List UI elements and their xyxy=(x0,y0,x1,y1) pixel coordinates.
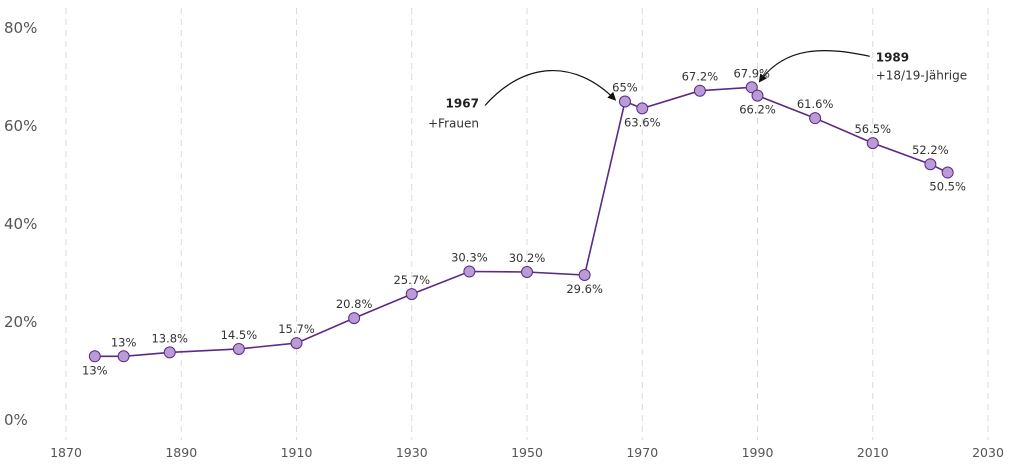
data-point-1880 xyxy=(117,350,130,363)
data-point-2010 xyxy=(866,137,879,150)
data-point-2023 xyxy=(941,166,954,179)
x-tick-label-2030: 2030 xyxy=(972,445,1004,460)
data-label-1960: 29.6% xyxy=(566,282,603,296)
data-label-1970: 63.6% xyxy=(624,115,661,129)
annotation-text-1967: +Frauen xyxy=(428,117,479,131)
annotation-text-1989: +18/19-Jährige xyxy=(876,68,967,82)
data-label-1875: 13% xyxy=(82,363,108,377)
vertical-gridlines xyxy=(65,8,989,440)
annotation-year-1989: 1989 xyxy=(876,50,909,64)
x-tick-label-1910: 1910 xyxy=(281,445,313,460)
data-label-1900: 14.5% xyxy=(221,328,258,342)
y-tick-label-40: 40% xyxy=(4,215,37,233)
annotation-arrow-1967 xyxy=(484,70,617,106)
x-tick-label-1870: 1870 xyxy=(50,445,82,460)
data-point-1970 xyxy=(636,102,649,115)
data-labels: 13%13% 13.8% 14.5% 15.7% 20.8% 25.7% 30.3% 30.2… xyxy=(82,66,966,377)
data-point-2020 xyxy=(924,158,937,171)
data-label-2023: 50.5% xyxy=(929,180,966,194)
data-point-1930 xyxy=(405,288,418,301)
data-point-2000 xyxy=(809,112,822,125)
data-label-1930: 25.7% xyxy=(393,273,430,287)
x-axis: 1870 1890 1910 1930 1950 1970 1990 2010 2030 xyxy=(50,445,1004,460)
data-label-1990: 66.2% xyxy=(739,103,776,117)
data-label-1950: 30.2% xyxy=(509,251,546,265)
data-point-1940 xyxy=(463,265,476,278)
x-tick-label-2010: 2010 xyxy=(857,445,889,460)
x-tick-label-1950: 1950 xyxy=(511,445,543,460)
annotation-arrow-1989 xyxy=(758,49,870,83)
data-label-2000: 61.6% xyxy=(797,97,834,111)
data-label-1940: 30.3% xyxy=(451,251,488,265)
data-label-1920: 20.8% xyxy=(336,297,373,311)
y-axis: 0% 20% 40% 60% 80% xyxy=(4,19,37,429)
data-point-1990 xyxy=(751,89,764,102)
y-tick-label-80: 80% xyxy=(4,19,37,37)
series-line xyxy=(94,86,949,358)
data-label-1980: 67.2% xyxy=(682,70,719,84)
y-tick-label-20: 20% xyxy=(4,313,37,331)
x-tick-label-1970: 1970 xyxy=(626,445,658,460)
data-point-1980 xyxy=(693,84,706,97)
series-line-path xyxy=(94,86,949,358)
data-point-1910 xyxy=(290,337,303,350)
annotation-year-1967: 1967 xyxy=(446,97,479,111)
data-point-1960 xyxy=(578,268,591,281)
data-label-2020: 52.2% xyxy=(912,143,949,157)
annotations: 1967 +Frauen 1989 +18/19-Jährige xyxy=(428,49,967,131)
y-tick-label-60: 60% xyxy=(4,117,37,135)
data-label-1888: 13.8% xyxy=(151,331,188,345)
data-point-1888 xyxy=(163,346,176,359)
x-tick-label-1890: 1890 xyxy=(165,445,197,460)
data-label-1910: 15.7% xyxy=(278,322,315,336)
data-point-1967 xyxy=(618,95,631,108)
data-point-1989 xyxy=(745,81,758,94)
data-point-1900 xyxy=(232,342,245,355)
data-point-1920 xyxy=(348,312,361,325)
data-point-1875 xyxy=(88,350,101,363)
x-tick-label-1930: 1930 xyxy=(396,445,428,460)
data-points xyxy=(88,81,954,363)
data-label-1989: 67.9% xyxy=(733,66,770,80)
data-label-2010: 56.5% xyxy=(854,122,891,136)
data-point-1950 xyxy=(521,266,533,279)
y-tick-label-0: 0% xyxy=(4,411,28,429)
data-label-1967: 65% xyxy=(612,81,638,95)
x-tick-label-1990: 1990 xyxy=(742,445,774,460)
data-label-1880: 13% xyxy=(111,335,137,349)
